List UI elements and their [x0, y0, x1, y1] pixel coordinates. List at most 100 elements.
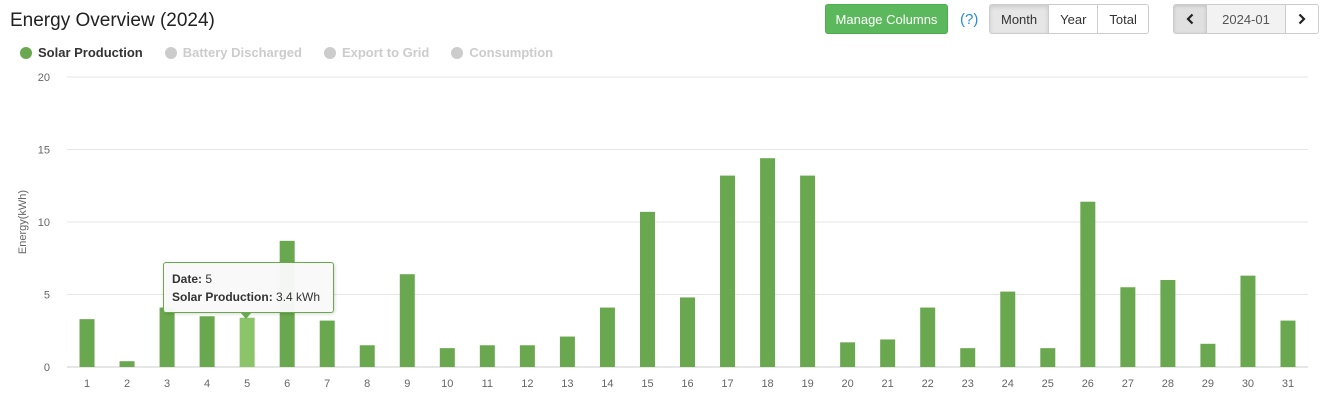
help-link[interactable]: (?) [960, 11, 979, 28]
x-tick-label: 9 [404, 378, 410, 390]
x-tick-label: 16 [681, 378, 693, 390]
chart-legend: Solar Production Battery Discharged Expo… [20, 45, 553, 60]
chevron-right-icon [1298, 13, 1306, 25]
bar-day-16[interactable] [680, 297, 695, 367]
bar-day-9[interactable] [399, 274, 415, 367]
legend-item-export-to-grid[interactable]: Export to Grid [323, 45, 430, 60]
x-tick-label: 2 [124, 378, 130, 390]
date-field[interactable]: 2024-01 [1207, 5, 1285, 33]
legend-label: Export to Grid [341, 45, 430, 60]
x-tick-label: 22 [922, 378, 934, 390]
bar-day-23[interactable] [960, 348, 976, 367]
bar-day-2[interactable] [119, 361, 135, 367]
bar-day-11[interactable] [479, 345, 495, 367]
toolbar: Manage Columns (?) Month Year Total 2024… [0, 4, 1321, 36]
legend-label: Consumption [469, 45, 554, 60]
page-title: Energy Overview (2024) [10, 10, 215, 31]
next-month-button[interactable] [1285, 5, 1318, 33]
bar-day-4[interactable] [199, 316, 215, 367]
bar-day-3[interactable] [159, 307, 175, 367]
x-tick-label: 18 [761, 378, 773, 390]
x-tick-label: 6 [284, 378, 290, 390]
bar-day-13[interactable] [559, 336, 575, 367]
bar-day-1[interactable] [79, 319, 95, 367]
x-tick-label: 20 [842, 378, 854, 390]
bar-day-28[interactable] [1160, 280, 1176, 367]
tab-month[interactable]: Month [990, 5, 1050, 33]
x-tick-label: 11 [482, 378, 493, 390]
x-tick-label: 5 [244, 378, 250, 390]
chevron-left-icon [1186, 13, 1194, 25]
x-tick-label: 28 [1162, 378, 1174, 390]
legend-label: Battery Discharged [182, 45, 302, 60]
x-tick-label: 25 [1042, 378, 1054, 390]
chart-tooltip: Date: 5 Solar Production: 3.4 kWh [163, 262, 334, 313]
legend-dot [323, 46, 336, 59]
x-tick-label: 29 [1202, 378, 1214, 390]
tab-year[interactable]: Year [1049, 5, 1099, 33]
y-tick-label: 20 [38, 72, 50, 84]
tooltip-date-value: 5 [205, 272, 213, 286]
bar-day-31[interactable] [1280, 320, 1296, 367]
legend-item-solar-production[interactable]: Solar Production [20, 45, 143, 60]
bar-day-18[interactable] [760, 158, 776, 367]
bar-day-29[interactable] [1200, 343, 1216, 367]
x-tick-label: 19 [801, 378, 813, 390]
x-tick-label: 3 [164, 378, 170, 390]
range-selector: Month Year Total [989, 4, 1149, 34]
tooltip-series-label: Solar Production [172, 290, 269, 304]
legend-item-battery-discharged[interactable]: Battery Discharged [164, 45, 302, 60]
tooltip-date-label: Date [172, 272, 199, 286]
y-tick-label: 5 [44, 290, 50, 302]
bar-day-22[interactable] [920, 307, 936, 367]
bar-day-30[interactable] [1240, 275, 1256, 367]
x-tick-label: 4 [204, 378, 210, 390]
previous-month-button[interactable] [1174, 5, 1207, 33]
bar-day-24[interactable] [1000, 291, 1016, 367]
bar-day-5[interactable] [239, 317, 255, 367]
legend-label: Solar Production [38, 45, 143, 60]
x-tick-label: 21 [882, 378, 894, 390]
x-tick-label: 17 [721, 378, 733, 390]
bar-day-12[interactable] [519, 345, 535, 367]
x-tick-label: 12 [521, 378, 533, 390]
x-tick-label: 8 [364, 378, 370, 390]
legend-dot [20, 46, 32, 59]
tooltip-arrow [240, 312, 252, 319]
bar-day-25[interactable] [1040, 348, 1056, 367]
y-tick-label: 0 [44, 362, 50, 374]
bar-day-14[interactable] [599, 307, 615, 367]
manage-columns-button[interactable]: Manage Columns [825, 4, 948, 34]
x-tick-label: 15 [641, 378, 653, 390]
bar-day-21[interactable] [880, 339, 896, 367]
bar-day-10[interactable] [439, 348, 455, 367]
date-navigator: 2024-01 [1173, 4, 1319, 34]
bar-day-27[interactable] [1120, 287, 1136, 367]
bar-day-19[interactable] [800, 175, 816, 367]
legend-dot [451, 46, 464, 59]
x-tick-label: 26 [1082, 378, 1094, 390]
tab-total[interactable]: Total [1098, 5, 1148, 33]
bar-day-20[interactable] [840, 342, 856, 367]
bar-day-15[interactable] [639, 211, 655, 367]
bar-day-8[interactable] [359, 345, 375, 367]
legend-item-consumption[interactable]: Consumption [451, 45, 553, 60]
x-tick-label: 24 [1002, 378, 1014, 390]
bar-day-7[interactable] [319, 320, 335, 367]
tooltip-series-value: 3.4 kWh [276, 290, 321, 304]
x-tick-label: 27 [1122, 378, 1134, 390]
x-tick-label: 1 [84, 378, 90, 390]
y-axis-title: Energy(kWh) [17, 190, 29, 254]
x-tick-label: 30 [1242, 378, 1254, 390]
x-tick-label: 14 [601, 378, 613, 390]
bar-day-17[interactable] [720, 175, 736, 367]
y-tick-label: 10 [38, 217, 50, 229]
legend-dot [164, 46, 177, 59]
bar-day-26[interactable] [1080, 201, 1096, 367]
x-tick-label: 10 [441, 378, 453, 390]
x-tick-label: 13 [561, 378, 573, 390]
x-tick-label: 31 [1282, 378, 1294, 390]
x-tick-label: 23 [962, 378, 974, 390]
y-tick-label: 15 [38, 145, 50, 157]
